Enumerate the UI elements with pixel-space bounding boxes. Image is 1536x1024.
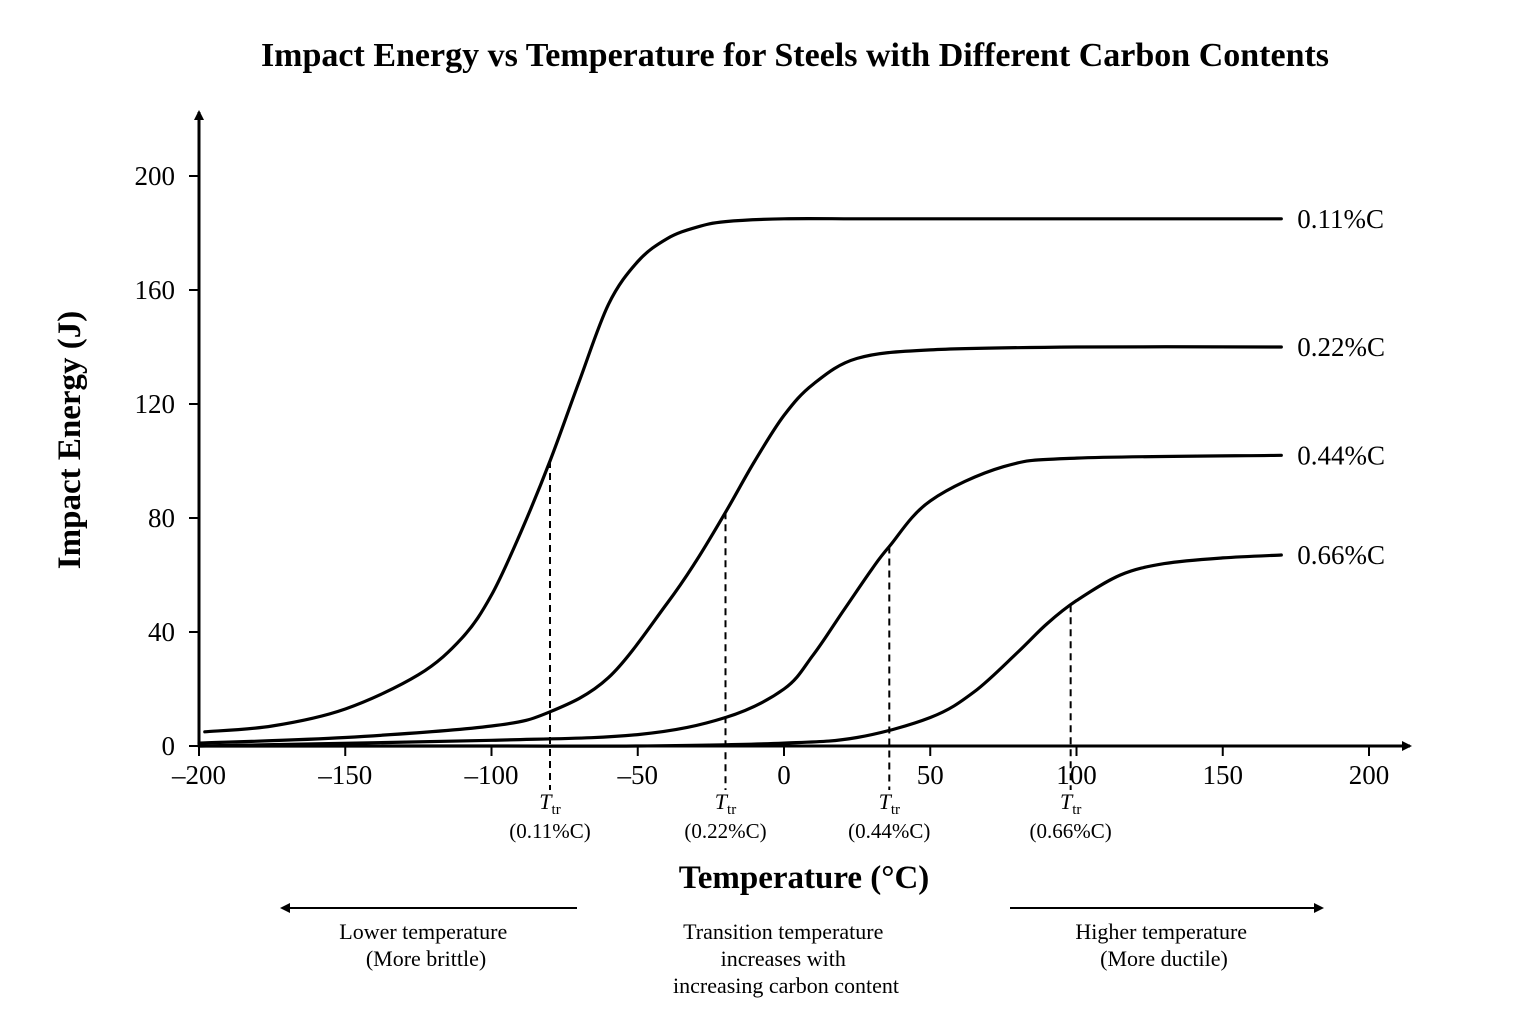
y-tick-label: 160 [135,275,176,305]
x-tick-label: 0 [777,760,791,790]
x-tick-label: –200 [171,760,226,790]
annotation-lower-temperature: Lower temperature (More brittle) [339,919,512,971]
ttr-note-4: (0.66%C) [1030,819,1112,843]
x-tick-label: 100 [1056,760,1097,790]
annotation-transition-note: Transition temperature increases with in… [673,919,899,998]
transition-temperature-markers: Ttr(0.11%C)Ttr(0.22%C)Ttr(0.44%C)Ttr(0.6… [509,461,1112,843]
ttr-symbol-4: Ttr [1060,789,1081,818]
series-labels: 0.11%C 0.22%C 0.44%C 0.66%C [1297,204,1385,570]
annotation-higher-temperature: Higher temperature (More ductile) [1075,919,1252,971]
x-tick-label: –50 [617,760,659,790]
y-tick-label: 200 [135,161,176,191]
y-axis-label: Impact Energy (J) [52,311,88,569]
series-lines [197,216,1283,748]
chart-title: Impact Energy vs Temperature for Steels … [261,37,1329,74]
y-tick-label: 80 [148,503,175,533]
axis-ticks: –200 –150 –100 –50 0 50 100 150 200 0 40 80 120 160 20… [135,161,1390,790]
ttr-note-2: (0.22%C) [684,819,766,843]
y-tick-label: 120 [135,389,176,419]
ttr-symbol-3: Ttr [879,789,900,818]
y-tick-label: 0 [162,731,176,761]
series-label-4: 0.66%C [1297,540,1385,570]
series-label-2: 0.22%C [1297,332,1385,362]
series-line-2 [197,345,1283,745]
series-line-1 [203,216,1283,734]
x-tick-label: 50 [917,760,944,790]
bottom-annotations: Lower temperature (More brittle) Transit… [280,903,1324,998]
x-tick-label: –150 [317,760,372,790]
series-label-3: 0.44%C [1297,440,1385,470]
series-line-3 [197,453,1283,748]
series-line-4 [197,553,1283,748]
x-tick-label: 150 [1203,760,1244,790]
ttr-note-1: (0.11%C) [509,819,590,843]
x-tick-label: –100 [464,760,519,790]
x-tick-label: 200 [1349,760,1390,790]
ttr-symbol-1: Ttr [539,789,560,818]
y-tick-label: 40 [148,617,175,647]
x-axis-label: Temperature (°C) [679,860,930,896]
axes [194,110,1412,751]
ttr-note-3: (0.44%C) [848,819,930,843]
ttr-symbol-2: Ttr [715,789,736,818]
series-label-1: 0.11%C [1297,204,1384,234]
